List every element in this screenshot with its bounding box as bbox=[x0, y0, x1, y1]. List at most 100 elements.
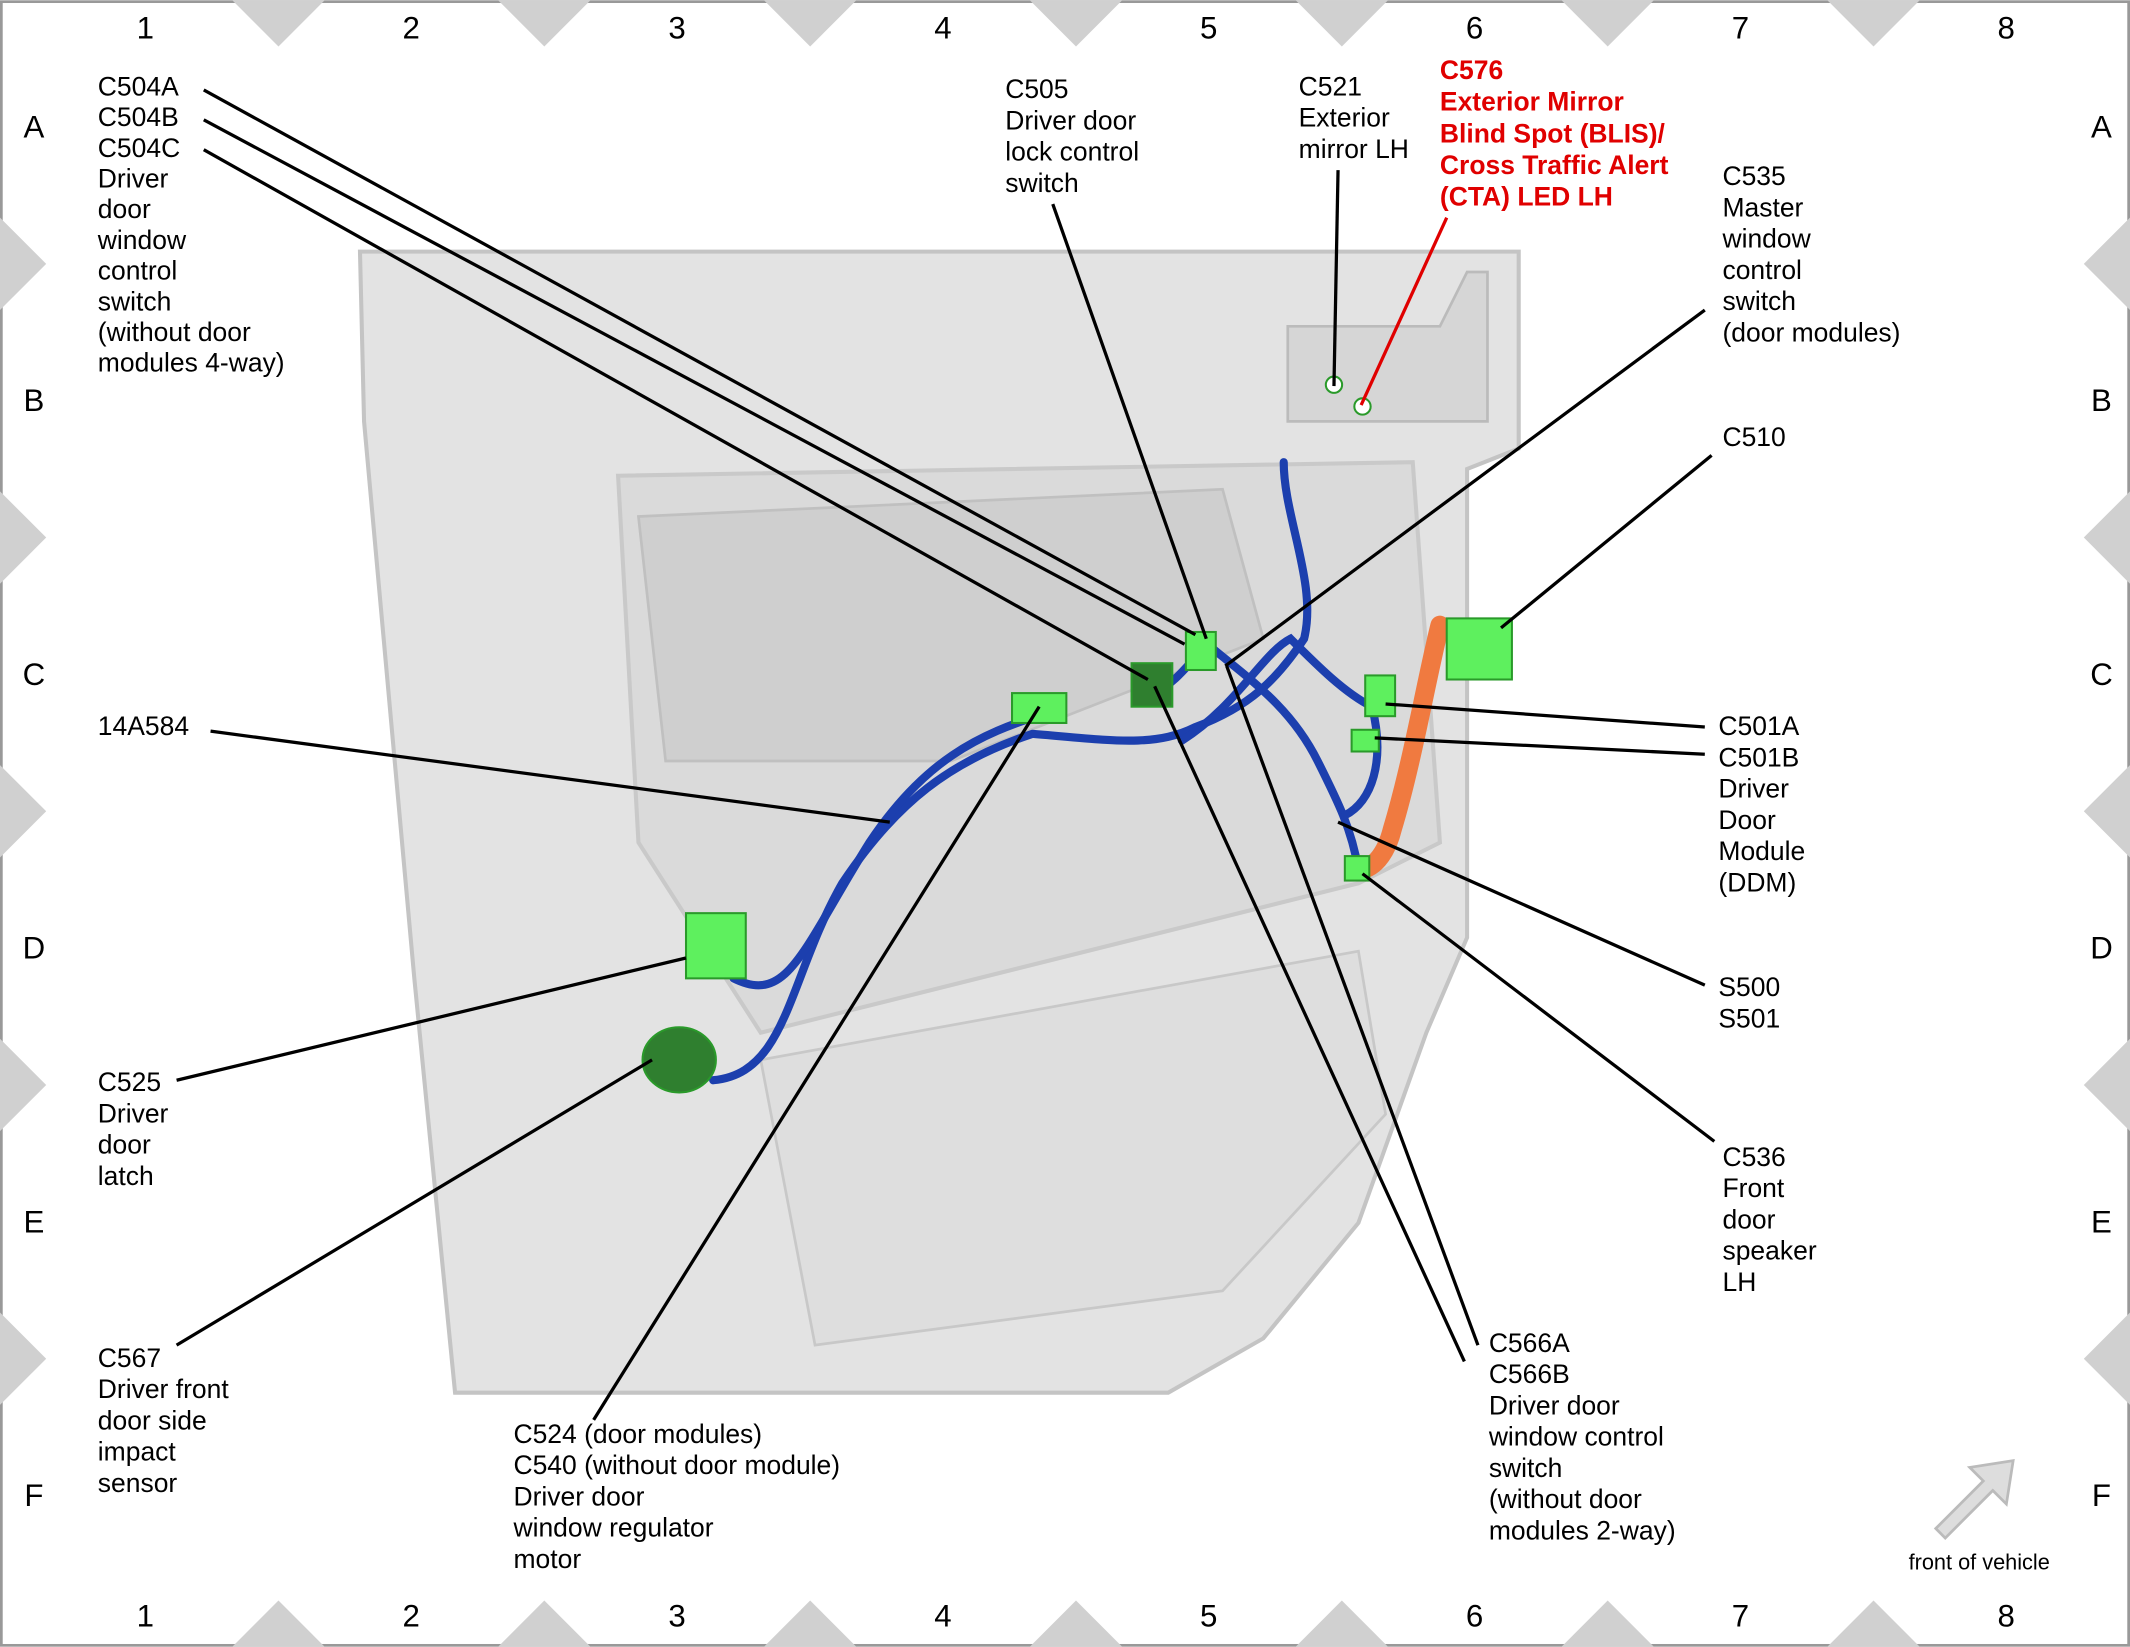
callout-text: C525 bbox=[98, 1067, 161, 1097]
callout-text: C501B bbox=[1718, 742, 1799, 772]
leader-line bbox=[175, 1058, 653, 1347]
row-label: C bbox=[23, 657, 46, 692]
connector bbox=[1350, 728, 1380, 753]
callout-text: Driver door bbox=[1489, 1390, 1620, 1420]
direction-arrow bbox=[1933, 1458, 2015, 1540]
connector bbox=[641, 1026, 717, 1094]
callout-text: (without door bbox=[1489, 1484, 1642, 1514]
leader-line bbox=[202, 88, 1197, 637]
row-label: A bbox=[2091, 109, 2112, 144]
callout-text: S500 bbox=[1718, 972, 1780, 1002]
callout-text: Driver bbox=[98, 1098, 169, 1128]
border-diamond bbox=[1561, 0, 1654, 47]
row-label: F bbox=[2092, 1478, 2111, 1513]
border-diamond bbox=[1827, 1600, 1920, 1647]
column-label: 8 bbox=[1998, 1598, 2015, 1633]
connector bbox=[1364, 674, 1397, 718]
callout-text: sensor bbox=[98, 1468, 178, 1498]
callout-text: Door bbox=[1718, 805, 1776, 835]
callout-text: Master bbox=[1722, 192, 1803, 222]
callout-text: speaker bbox=[1722, 1236, 1816, 1266]
row-label: D bbox=[2090, 931, 2113, 966]
column-label: 5 bbox=[1200, 10, 1217, 45]
leader-line bbox=[1224, 308, 1706, 668]
wire bbox=[729, 709, 1051, 990]
callout-text: window regulator bbox=[512, 1513, 713, 1543]
callout-text: Driver bbox=[98, 163, 169, 193]
callout-text: impact bbox=[98, 1437, 177, 1467]
callout-text: S501 bbox=[1718, 1003, 1780, 1033]
callout-text: C521 bbox=[1299, 71, 1362, 101]
callout-text: window bbox=[1721, 224, 1811, 254]
callout-text: C576 bbox=[1440, 55, 1503, 85]
callout-text: C524 (door modules) bbox=[513, 1419, 762, 1449]
connector bbox=[1130, 662, 1174, 708]
column-label: 3 bbox=[668, 1598, 685, 1633]
callout-text: control bbox=[98, 256, 177, 286]
callout-text: C536 bbox=[1722, 1142, 1785, 1172]
border-diamond bbox=[763, 1600, 857, 1647]
border-diamond bbox=[2083, 765, 2130, 858]
callout-text: C567 bbox=[98, 1343, 161, 1373]
callout-text: lock control bbox=[1005, 137, 1139, 167]
callout-text: switch bbox=[1489, 1453, 1563, 1483]
border-diamond bbox=[2083, 1312, 2130, 1405]
border-diamond bbox=[232, 1600, 325, 1647]
border-diamond bbox=[0, 1038, 47, 1132]
row-label: B bbox=[24, 383, 45, 418]
border-diamond bbox=[763, 0, 857, 47]
leader-line bbox=[1337, 820, 1706, 987]
row-label: B bbox=[2091, 383, 2112, 418]
leader-line bbox=[1153, 685, 1466, 1363]
row-label: D bbox=[23, 931, 46, 966]
callout-text: door bbox=[1722, 1204, 1775, 1234]
direction-label: front of vehicle bbox=[1909, 1549, 2050, 1574]
callout-text: door bbox=[98, 1130, 151, 1160]
leader-line bbox=[1332, 170, 1340, 387]
column-label: 7 bbox=[1732, 10, 1749, 45]
connector bbox=[1184, 630, 1217, 672]
callout-text: door bbox=[98, 194, 151, 224]
callout-text: switch bbox=[1005, 168, 1079, 198]
callout-text: Driver bbox=[1718, 774, 1789, 804]
callout-text: Driver front bbox=[98, 1374, 230, 1404]
callout-text: C540 (without door module) bbox=[513, 1450, 840, 1480]
callout-text: C566B bbox=[1489, 1359, 1570, 1389]
border-diamond bbox=[0, 217, 47, 311]
leader-line bbox=[202, 148, 1149, 681]
leader-line bbox=[210, 729, 890, 824]
lower-panel bbox=[759, 949, 1388, 1347]
column-label: 7 bbox=[1732, 1598, 1749, 1633]
callout-text: modules 2-way) bbox=[1489, 1515, 1676, 1545]
column-label: 6 bbox=[1466, 10, 1483, 45]
border-diamond bbox=[2083, 491, 2130, 584]
callout-text: 14A584 bbox=[98, 711, 189, 741]
border-diamond bbox=[498, 0, 591, 47]
callout-text: Driver door bbox=[513, 1481, 644, 1511]
border-diamond bbox=[1561, 1600, 1654, 1647]
callout-text: C566A bbox=[1489, 1328, 1570, 1358]
column-label: 1 bbox=[137, 10, 154, 45]
border-diamond bbox=[2083, 1038, 2130, 1132]
callout-text: mirror LH bbox=[1299, 134, 1409, 164]
border-diamond bbox=[0, 491, 47, 584]
column-label: 4 bbox=[934, 10, 951, 45]
border-diamond bbox=[498, 1600, 591, 1647]
orange-harness bbox=[1348, 615, 1450, 880]
row-label: F bbox=[24, 1478, 43, 1513]
leader-line bbox=[202, 118, 1186, 646]
row-label: C bbox=[2090, 657, 2113, 692]
border-diamond bbox=[1827, 0, 1920, 47]
callout-text: Exterior bbox=[1299, 103, 1390, 133]
callout-text: window bbox=[97, 225, 187, 255]
callout-text: C510 bbox=[1722, 422, 1785, 452]
callout-text: C504B bbox=[98, 102, 179, 132]
leader-line bbox=[1385, 702, 1705, 729]
border-diamond bbox=[232, 0, 325, 47]
callout-text: LH bbox=[1722, 1267, 1756, 1297]
callout-text: C501A bbox=[1718, 711, 1799, 741]
leader-line bbox=[1225, 665, 1480, 1346]
column-label: 2 bbox=[403, 1598, 420, 1633]
border-diamond bbox=[0, 765, 47, 858]
callout-text: control bbox=[1722, 255, 1801, 285]
